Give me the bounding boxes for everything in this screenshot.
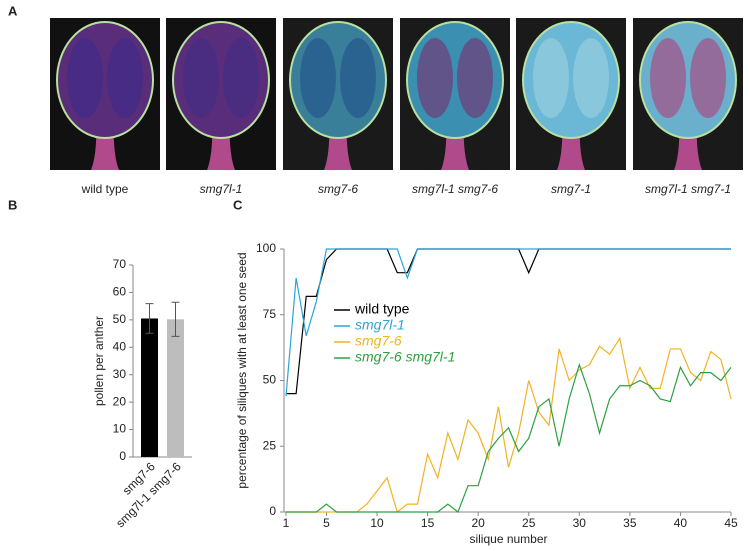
y-tick-label: 30 [113, 367, 127, 381]
legend-label: smg7-6 smg7l-1 [355, 349, 455, 365]
line-series [286, 362, 732, 513]
caption: wild type [81, 182, 129, 196]
x-tick-label: 25 [522, 516, 536, 530]
caption: smg7-6 [318, 182, 358, 196]
y-tick-label: 70 [113, 257, 127, 271]
y-axis-label: pollen per anther [92, 316, 106, 406]
y-tick-label: 50 [113, 312, 127, 326]
panel-label: B [8, 197, 17, 212]
x-tick-label: 15 [421, 516, 435, 530]
x-tick-label: 40 [674, 516, 688, 530]
x-tick-label: 5 [323, 516, 330, 530]
x-axis-label: silique number [469, 532, 547, 546]
x-tick-label: 30 [573, 516, 587, 530]
y-tick-label: 25 [263, 438, 277, 452]
y-tick-label: 50 [263, 373, 277, 387]
caption: smg7l-1 smg7-6 [412, 182, 498, 196]
y-tick-label: 0 [119, 449, 126, 463]
error-bar [171, 301, 180, 337]
x-tick-label: 10 [370, 516, 384, 530]
anther-lobe [67, 38, 103, 118]
caption: smg7-1 [551, 182, 591, 196]
anther-lobe [300, 38, 336, 118]
legend-label: smg7-6 [355, 333, 402, 349]
anther-lobe [340, 38, 376, 118]
line-series [286, 336, 732, 514]
line-series [285, 248, 731, 397]
anther-lobe [223, 38, 259, 118]
y-tick-label: 20 [113, 394, 127, 408]
anther-lobe [183, 38, 219, 118]
y-tick-label: 40 [113, 339, 127, 353]
anther-lobe [533, 38, 569, 118]
y-tick-label: 100 [256, 241, 276, 255]
x-tick-label: 35 [623, 516, 637, 530]
y-tick-label: 0 [269, 504, 276, 518]
legend-label: smg7l-1 [355, 317, 405, 333]
bar [141, 318, 158, 457]
panel-label: A [8, 3, 18, 18]
y-tick-label: 10 [113, 422, 127, 436]
x-tick-label: 20 [471, 516, 485, 530]
anther-lobe [650, 38, 686, 118]
anther-lobe [457, 38, 493, 118]
bar [167, 319, 184, 457]
error-bar [145, 303, 154, 334]
caption: smg7l-1 smg7-1 [645, 182, 731, 196]
y-axis-label: percentage of siliques with at least one… [235, 252, 249, 488]
y-tick-label: 75 [263, 307, 277, 321]
y-tick-label: 60 [113, 285, 127, 299]
anther-lobe [573, 38, 609, 118]
x-tick-label: 45 [724, 516, 738, 530]
anther-lobe [417, 38, 453, 118]
caption: smg7l-1 [200, 182, 243, 196]
x-tick-label: 1 [283, 516, 290, 530]
anther-lobe [107, 38, 143, 118]
anther-lobe [690, 38, 726, 118]
legend-label: wild type [354, 301, 410, 317]
panel-label: C [233, 197, 243, 212]
